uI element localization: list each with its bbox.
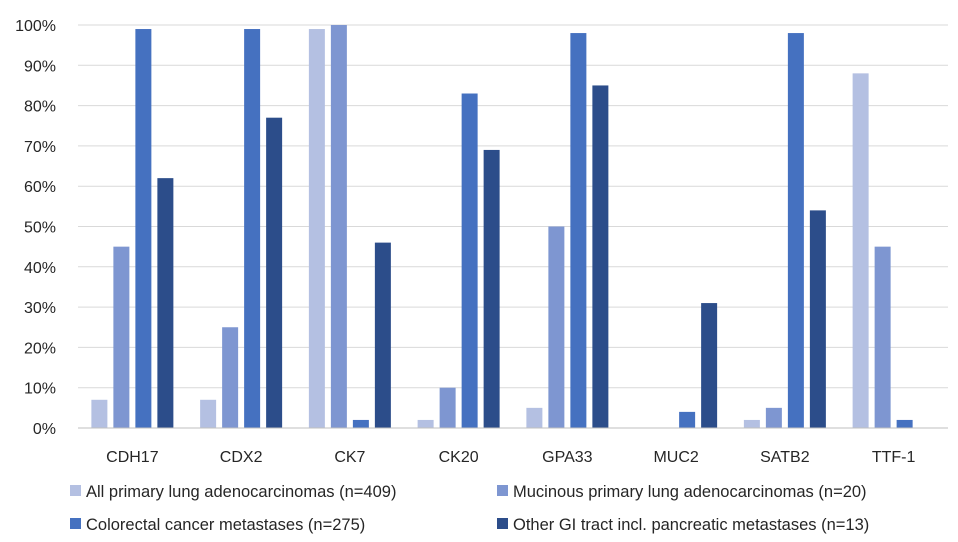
bar-cdx2-series-4 (266, 117, 283, 428)
legend-label: Other GI tract incl. pancreatic metastas… (513, 516, 869, 534)
bar-ck7-series-1 (308, 29, 325, 429)
bar-ck20-series-2 (439, 387, 456, 428)
bar-satb2-series-1 (743, 419, 760, 428)
bar-cdx2-series-1 (200, 399, 217, 428)
bar-muc2-series-3 (679, 411, 696, 428)
bar-gpa33-series-1 (526, 407, 543, 428)
bar-ck7-series-2 (330, 25, 347, 428)
bar-ck20-series-3 (461, 93, 478, 428)
y-tick-label: 70% (24, 139, 56, 156)
bar-ttf1-series-2 (874, 246, 891, 428)
bar-muc2-series-4 (701, 303, 718, 428)
bar-cdx2-series-3 (244, 29, 261, 429)
bar-satb2-series-2 (765, 407, 782, 428)
y-tick-label: 10% (24, 381, 56, 398)
bar-cdh17-series-2 (113, 246, 130, 428)
y-tick-label: 60% (24, 179, 56, 196)
y-tick-label: 80% (24, 99, 56, 116)
bar-ck7-series-3 (352, 419, 369, 428)
x-category-label: GPA33 (542, 449, 593, 466)
bar-ttf1-series-1 (852, 73, 869, 429)
y-tick-label: 40% (24, 260, 56, 277)
legend-swatch (70, 485, 81, 496)
x-category-label: TTF-1 (872, 449, 916, 466)
x-category-label: CDX2 (220, 449, 263, 466)
x-category-label: CK20 (439, 449, 479, 466)
bar-satb2-series-4 (809, 210, 826, 428)
legend: All primary lung adenocarcinomas (n=409)… (70, 483, 869, 534)
bar-cdh17-series-4 (157, 178, 174, 428)
x-category-label: MUC2 (653, 449, 698, 466)
y-tick-label: 20% (24, 340, 56, 357)
y-axis-tick-labels: 0% 10% 20% 30% 40% 50% 60% 70% 80% 90% 100% (15, 18, 56, 438)
bars (91, 25, 913, 429)
bar-gpa33-series-4 (592, 85, 609, 428)
legend-swatch (70, 518, 81, 529)
bar-gpa33-series-2 (548, 226, 565, 428)
bar-ck7-series-4 (374, 242, 391, 428)
x-category-label: CDH17 (106, 449, 159, 466)
y-tick-label: 90% (24, 58, 56, 75)
y-tick-label: 30% (24, 300, 56, 317)
legend-label: Colorectal cancer metastases (n=275) (86, 516, 365, 534)
bar-ck20-series-1 (417, 419, 434, 428)
bar-ck20-series-4 (483, 149, 500, 428)
legend-label: All primary lung adenocarcinomas (n=409) (86, 483, 396, 501)
x-category-label: SATB2 (760, 449, 810, 466)
legend-swatch (497, 518, 508, 529)
bar-gpa33-series-3 (570, 33, 587, 429)
x-category-label: CK7 (334, 449, 365, 466)
y-tick-label: 100% (15, 18, 56, 35)
y-tick-label: 0% (33, 421, 56, 438)
bar-ttf1-series-3 (896, 419, 913, 428)
bar-cdh17-series-1 (91, 399, 108, 428)
bar-cdx2-series-2 (222, 327, 239, 428)
bar-cdh17-series-3 (135, 29, 152, 429)
legend-label: Mucinous primary lung adenocarcinomas (n… (513, 483, 867, 501)
y-tick-label: 50% (24, 220, 56, 237)
x-axis-category-labels: CDH17 CDX2 CK7 CK20 GPA33 MUC2 SATB2 TTF-1 (106, 449, 915, 466)
bar-satb2-series-3 (787, 33, 804, 429)
legend-swatch (497, 485, 508, 496)
